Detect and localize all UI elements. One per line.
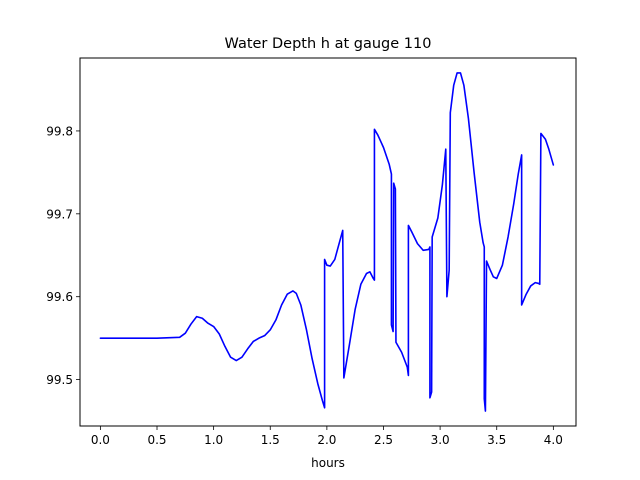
x-tick-label: 4.0 bbox=[544, 433, 563, 447]
y-axis: 99.5 99.6 99.7 99.8 bbox=[46, 124, 80, 387]
series-line-0 bbox=[99, 72, 555, 412]
x-tick-label: 0.0 bbox=[91, 433, 110, 447]
y-tick-label: 99.5 bbox=[46, 373, 73, 387]
chart-title: Water Depth h at gauge 110 bbox=[225, 36, 432, 52]
x-axis-label: hours bbox=[311, 456, 345, 470]
x-tick-label: 2.5 bbox=[374, 433, 393, 447]
x-tick-label: 2.0 bbox=[317, 433, 336, 447]
y-tick-label: 99.8 bbox=[46, 124, 73, 138]
x-axis: 0.0 0.5 1.0 1.5 2.0 2.5 3.0 3.5 4.0 bbox=[91, 426, 563, 447]
x-tick-label: 3.0 bbox=[431, 433, 450, 447]
y-tick-label: 99.6 bbox=[46, 290, 73, 304]
y-tick-label: 99.7 bbox=[46, 207, 73, 221]
x-tick-label: 1.5 bbox=[261, 433, 280, 447]
x-tick-label: 0.5 bbox=[147, 433, 166, 447]
plot-area bbox=[99, 72, 555, 412]
x-tick-label: 1.0 bbox=[204, 433, 223, 447]
axes-frame bbox=[79, 57, 577, 427]
x-tick-label: 3.5 bbox=[487, 433, 506, 447]
